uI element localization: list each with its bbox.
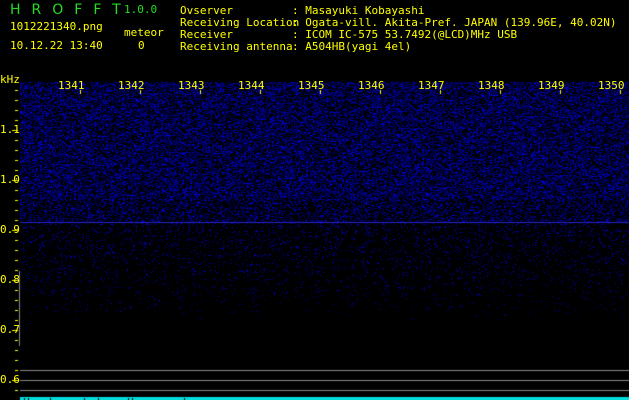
x-tick-label: 1346 xyxy=(358,79,385,92)
x-tick-label: 1349 xyxy=(538,79,565,92)
info-label: Receiver xyxy=(180,28,233,41)
y-tick-label: 0.7 xyxy=(0,323,20,336)
x-tick-label: 1343 xyxy=(178,79,205,92)
info-value: : Ogata-vill. Akita-Pref. JAPAN (139.96E… xyxy=(292,16,617,29)
app-title: HROFFT xyxy=(10,2,132,18)
x-tick-label: 1347 xyxy=(418,79,445,92)
x-tick-label: 1342 xyxy=(118,79,145,92)
y-tick-label: 1.1 xyxy=(0,123,20,136)
file-datetime: 10.12.22 13:40 xyxy=(10,39,103,52)
x-tick-label: 1348 xyxy=(478,79,505,92)
info-value: : A504HB(yagi 4el) xyxy=(292,40,412,53)
y-tick-label: 0.8 xyxy=(0,273,20,286)
info-value: : ICOM IC-575 53.7492(@LCD)MHz USB xyxy=(292,28,518,41)
info-label: Receiving Location xyxy=(180,16,300,29)
y-tick-label: 1.0 xyxy=(0,173,20,186)
meteor-count: 0 xyxy=(138,39,145,52)
y-tick-label: 0.6 xyxy=(0,373,20,386)
info-label: Ovserver xyxy=(180,4,233,17)
app-version: 1.0.0 xyxy=(124,3,158,16)
meteor-label: meteor xyxy=(124,26,164,39)
x-tick-label: 1344 xyxy=(238,79,265,92)
x-tick-label: 1341 xyxy=(58,79,85,92)
file-name: 1012221340.png xyxy=(10,20,103,33)
y-tick-label: 0.9 xyxy=(0,223,20,236)
y-unit-label: kHz xyxy=(0,73,20,86)
info-value: : Masayuki Kobayashi xyxy=(292,4,425,17)
info-label: Receiving antenna xyxy=(180,40,293,53)
x-tick-label: 1345 xyxy=(298,79,325,92)
x-tick-label: 1350 xyxy=(598,79,625,92)
